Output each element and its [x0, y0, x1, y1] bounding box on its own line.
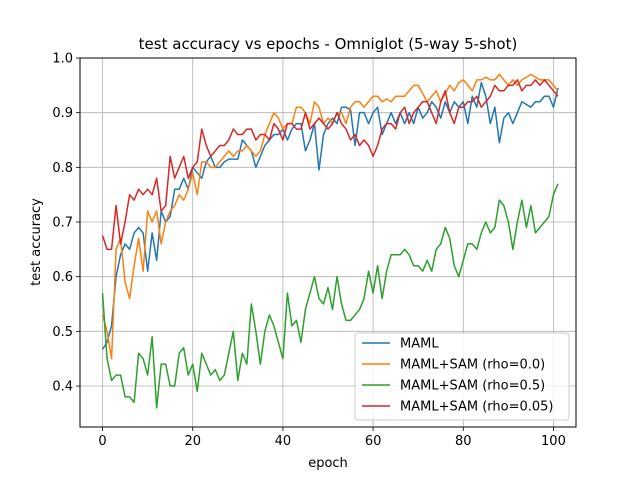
- series-layer: [101, 73, 559, 409]
- series-line-maml-sam-rho-0-5: [101, 183, 559, 409]
- legend: MAML MAML+SAM (rho=0.0) MAML+SAM (rho=0.5)…: [354, 332, 570, 421]
- x-axis-label: epoch: [308, 456, 348, 471]
- legend-label: MAML+SAM (rho=0.5): [400, 379, 545, 394]
- series-line-maml-sam-rho-0-0: [101, 73, 559, 360]
- x-tick-label: 60: [365, 434, 382, 449]
- chart-title: test accuracy vs epochs - Omniglot (5-wa…: [139, 35, 518, 53]
- legend-label: MAML+SAM (rho=0.0): [400, 358, 545, 373]
- grid-layer: [80, 57, 576, 427]
- y-tick-label: 0.4: [52, 380, 73, 395]
- y-tick-label: 1.0: [52, 52, 73, 67]
- x-tick-label: 20: [184, 434, 201, 449]
- x-tick-label: 0: [98, 434, 106, 449]
- y-tick-label: 0.9: [52, 106, 73, 121]
- legend-label: MAML+SAM (rho=0.05): [400, 400, 554, 415]
- x-tick-label: 80: [455, 434, 472, 449]
- y-tick-label: 0.7: [52, 216, 73, 231]
- y-tick-label: 0.8: [52, 161, 73, 176]
- x-tick-label: 40: [275, 434, 292, 449]
- legend-box: [354, 332, 570, 421]
- tick-layer: 0 20 40 60 80 100 0.4 0.5 0.6 0.7 0.8 0.9 1.0: [52, 52, 566, 450]
- series-line-maml-sam-rho-0-05: [101, 79, 559, 251]
- y-tick-label: 0.5: [52, 325, 73, 340]
- y-tick-label: 0.6: [52, 270, 73, 285]
- x-tick-label: 100: [541, 434, 566, 449]
- plot-frame: [79, 57, 577, 428]
- legend-label: MAML: [400, 337, 439, 352]
- y-axis-label: test accuracy: [29, 198, 44, 286]
